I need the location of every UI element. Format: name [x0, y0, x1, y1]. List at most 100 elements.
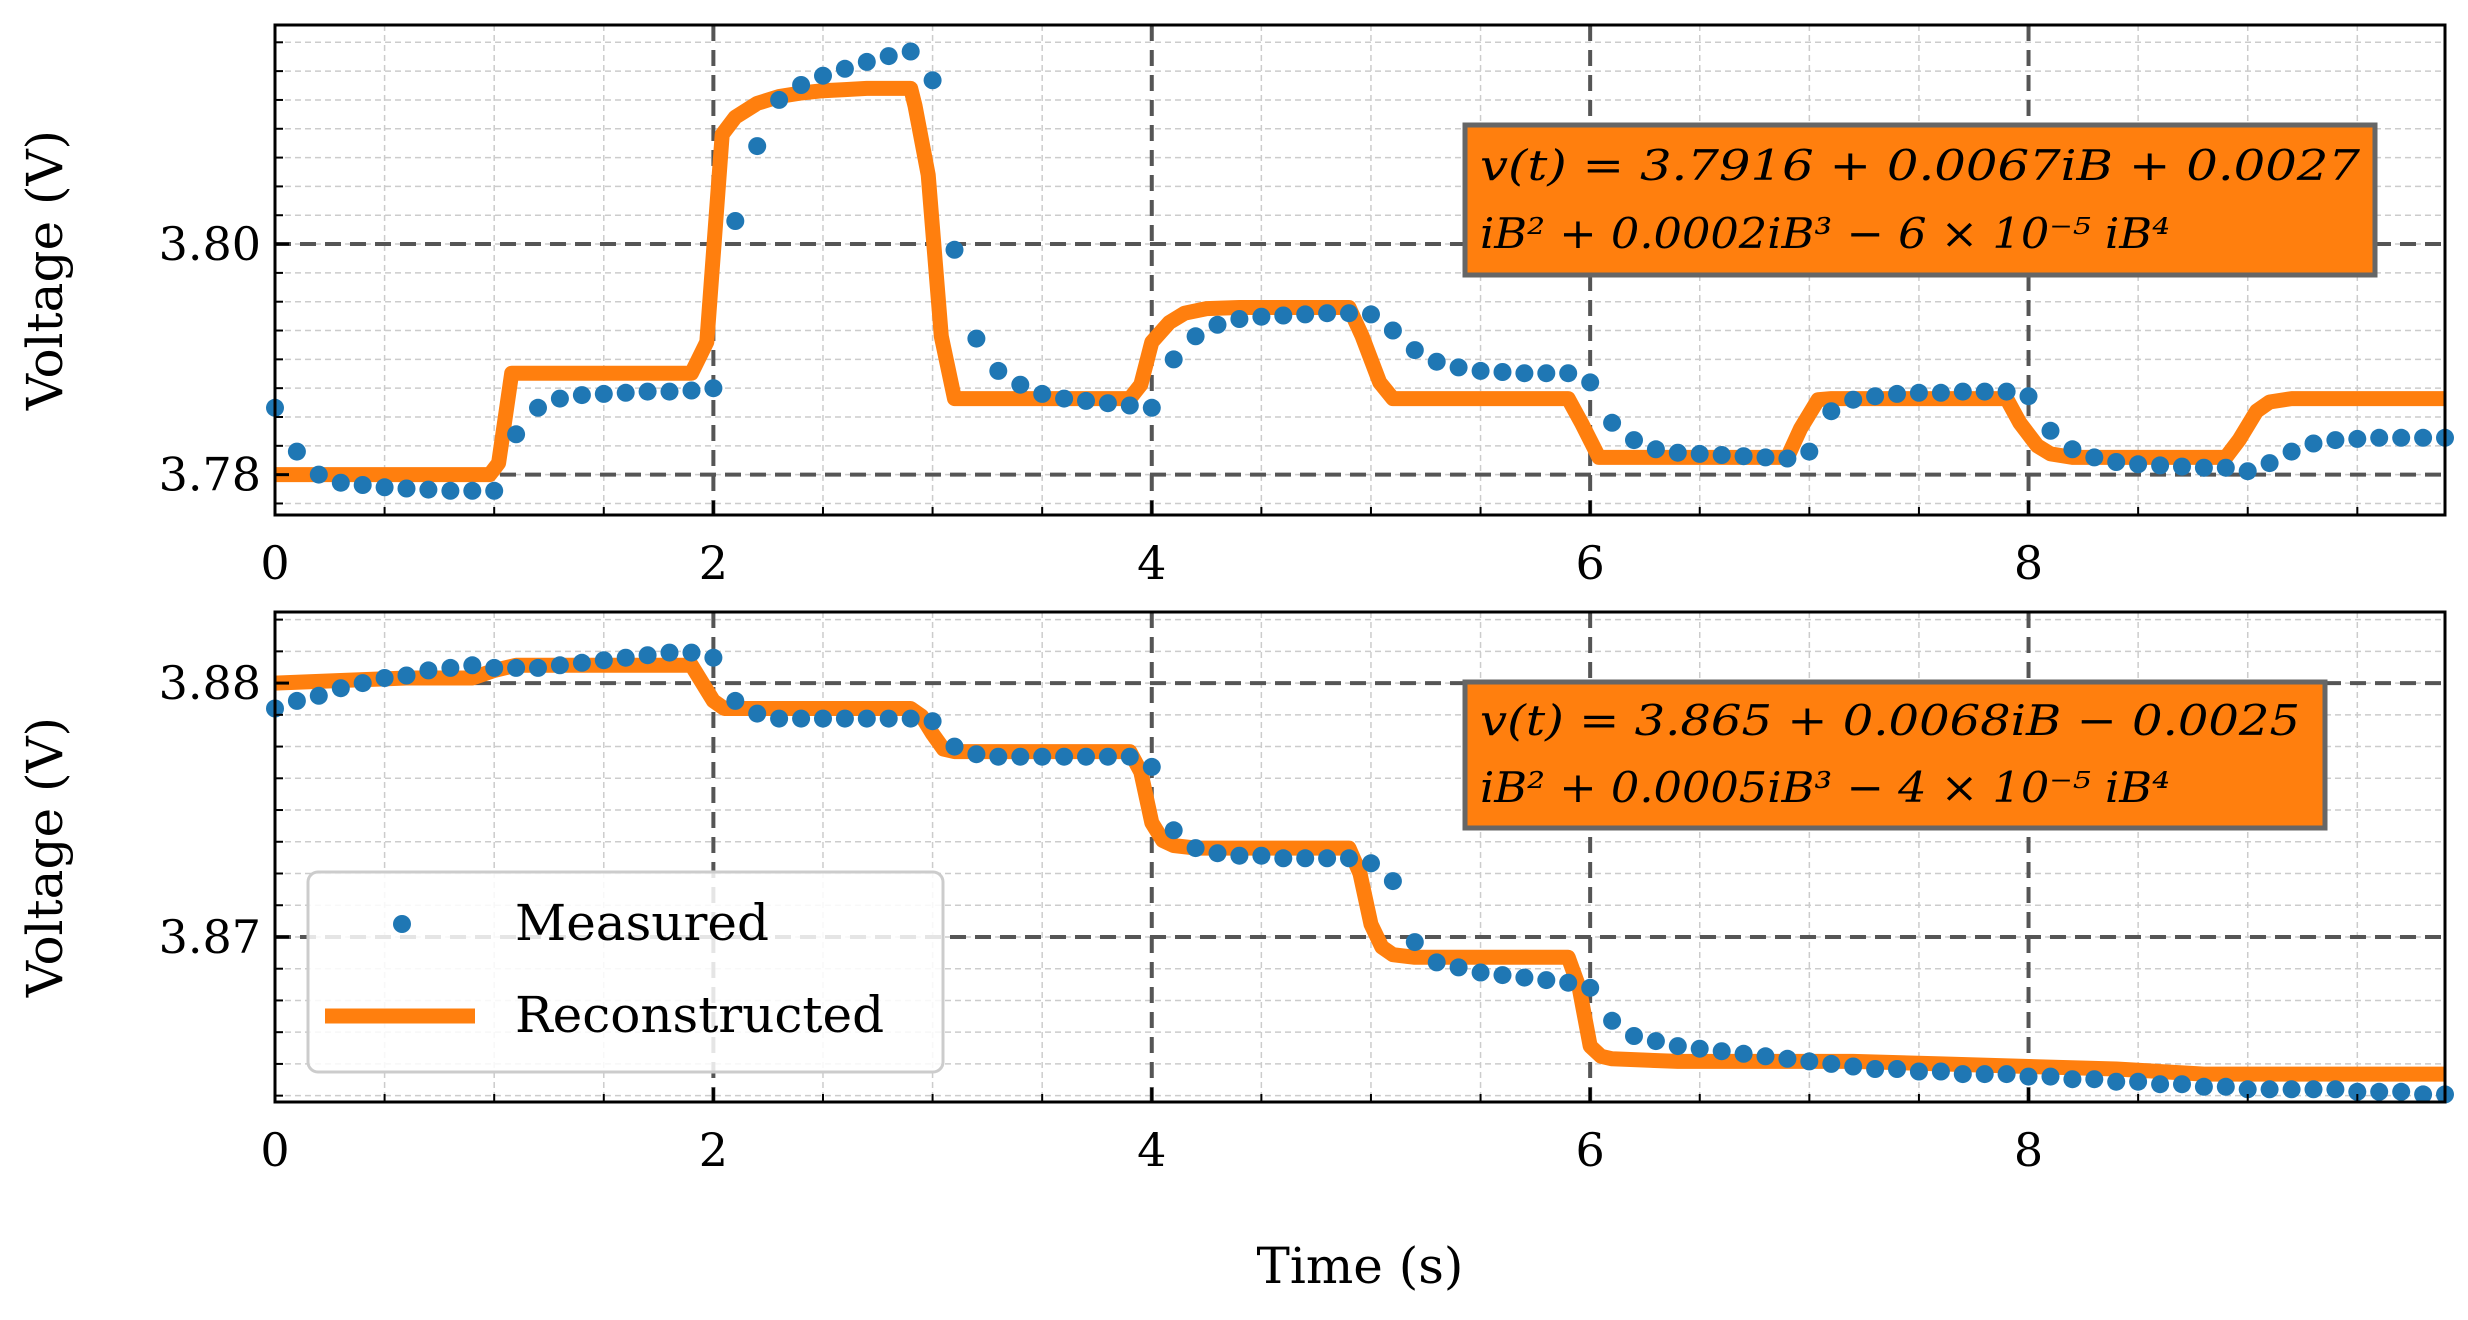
- bottom-measured-point: [814, 709, 832, 728]
- top-measured-point: [1077, 391, 1095, 410]
- bottom-axes-frame: [273, 610, 2447, 1104]
- bottom-measured-point: [2260, 1080, 2279, 1099]
- bottom-measured-point: [1383, 872, 1402, 891]
- top-xtick-label: 0: [260, 536, 289, 590]
- bottom-xtick-label: 0: [260, 1123, 289, 1177]
- bottom-measured-point: [2085, 1070, 2104, 1089]
- top-measured-point: [989, 361, 1008, 380]
- bottom-equation-line2: iB² + 0.0005iB³ − 4 × 10⁻⁵ iB⁴: [1480, 763, 2170, 812]
- top-xtick-label: 6: [1576, 536, 1605, 590]
- bottom-measured-point: [2151, 1075, 2170, 1094]
- bottom-measured-point: [1537, 971, 1556, 990]
- bottom-measured-point: [704, 648, 723, 667]
- bottom-measured-point: [1888, 1060, 1906, 1078]
- top-xtick-label: 8: [2014, 536, 2043, 590]
- top-measured-point: [1449, 358, 1468, 377]
- bottom-measured-point: [572, 653, 591, 672]
- top-measured-point: [1559, 364, 1578, 383]
- top-measured-point: [2282, 442, 2301, 461]
- top-measured-point: [1909, 383, 1928, 402]
- top-measured-point: [1120, 396, 1139, 415]
- bottom-measured-point: [748, 704, 767, 723]
- top-measured-point: [309, 465, 328, 484]
- bottom-measured-point: [2326, 1080, 2345, 1099]
- top-measured-point: [1800, 442, 1819, 461]
- bottom-measured-point: [660, 643, 679, 662]
- bottom-y-axis-title: Voltage (V): [16, 717, 74, 998]
- top-measured-point: [1603, 413, 1622, 432]
- bottom-measured-point: [1208, 844, 1227, 863]
- bottom-measured-point: [1098, 747, 1117, 766]
- bottom-measured-point: [1318, 849, 1337, 868]
- bottom-measured-point: [1296, 849, 1315, 868]
- top-measured-point: [1931, 383, 1950, 402]
- bottom-measured-point: [1493, 966, 1512, 985]
- top-measured-point: [1011, 375, 1030, 394]
- bottom-measured-point: [1822, 1054, 1841, 1073]
- bottom-measured-point: [2304, 1080, 2323, 1099]
- top-measured-point: [1208, 315, 1227, 334]
- bottom-measured-point: [1646, 1032, 1665, 1051]
- top-measured-point: [1164, 350, 1183, 369]
- bottom-measured-point: [375, 669, 394, 687]
- bottom-measured-point: [1931, 1062, 1950, 1081]
- top-measured-point: [1712, 446, 1731, 464]
- top-measured-point: [704, 379, 723, 398]
- top-measured-point: [2194, 458, 2213, 477]
- top-measured-point: [1581, 373, 1600, 392]
- top-measured-point: [1625, 431, 1643, 450]
- bottom-measured-point: [1559, 973, 1578, 992]
- top-measured-point: [419, 480, 438, 499]
- top-measured-point: [2238, 462, 2257, 481]
- top-measured-point: [814, 66, 832, 85]
- top-measured-series: [266, 42, 2454, 500]
- bottom-measured-point: [923, 712, 942, 731]
- top-measured-point: [2414, 428, 2433, 447]
- bottom-measured-point: [2107, 1072, 2126, 1091]
- top-measured-point: [1997, 382, 2016, 401]
- bottom-measured-point: [1515, 968, 1534, 987]
- bottom-measured-point: [857, 709, 876, 728]
- legend-measured-label: Measured: [515, 894, 769, 952]
- top-measured-point: [1778, 449, 1797, 468]
- bottom-panel: 0 2 4 6 8 3.87 3.88 v(t) = 3.865 + 0.0068iB − …: [16, 610, 2454, 1295]
- top-measured-point: [1822, 402, 1841, 421]
- top-measured-point: [2107, 453, 2126, 471]
- top-measured-point: [1362, 305, 1380, 324]
- top-measured-point: [945, 240, 964, 259]
- bottom-measured-point: [1603, 1011, 1622, 1030]
- top-measured-point: [353, 476, 372, 494]
- top-measured-point: [857, 52, 876, 71]
- top-measured-point: [2063, 440, 2082, 459]
- bottom-measured-point: [2129, 1072, 2148, 1091]
- bottom-measured-point: [682, 643, 701, 662]
- bottom-measured-point: [1844, 1057, 1863, 1076]
- bottom-measured-point: [1164, 821, 1183, 840]
- top-measured-point: [1230, 310, 1249, 328]
- bottom-measured-point: [463, 656, 482, 675]
- bottom-measured-series: [266, 643, 2454, 1104]
- top-equation-line1: v(t) = 3.7916 + 0.0067iB + 0.0027: [1480, 141, 2360, 190]
- top-measured-point: [1296, 305, 1315, 324]
- top-measured-point: [2085, 448, 2104, 467]
- legend-measured-marker: [393, 915, 411, 933]
- top-measured-point: [2304, 434, 2323, 453]
- bottom-measured-point: [792, 709, 811, 728]
- top-measured-point: [2129, 455, 2148, 474]
- bottom-measured-point: [1734, 1044, 1753, 1063]
- bottom-measured-point: [529, 658, 547, 677]
- top-measured-point: [1055, 389, 1074, 408]
- bottom-measured-point: [2414, 1085, 2433, 1104]
- top-measured-point: [835, 59, 854, 78]
- top-measured-point: [726, 212, 745, 230]
- top-measured-point: [1844, 390, 1863, 409]
- bottom-measured-point: [945, 737, 964, 756]
- top-measured-point: [1427, 352, 1446, 371]
- bottom-xtick-label: 4: [1137, 1123, 1166, 1177]
- top-measured-point: [879, 47, 898, 66]
- top-y-axis-title: Voltage (V): [16, 130, 74, 411]
- bottom-measured-point: [2173, 1075, 2191, 1094]
- top-measured-point: [2216, 458, 2235, 477]
- top-measured-point: [287, 442, 306, 461]
